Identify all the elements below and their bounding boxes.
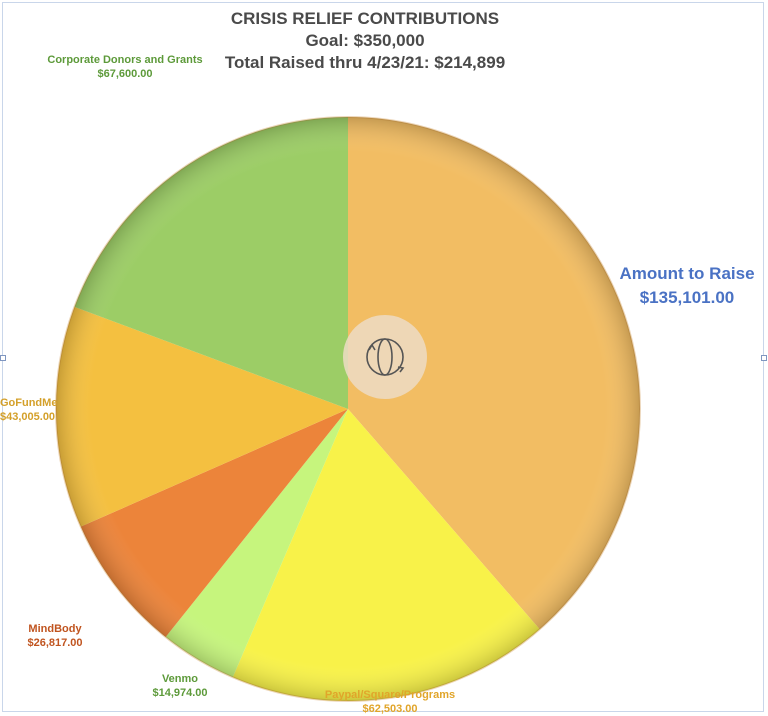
chart-title-block: CRISIS RELIEF CONTRIBUTIONS Goal: $350,0… [0, 8, 730, 74]
resize-handle-left[interactable] [0, 355, 6, 361]
data-label-name: Amount to Raise [619, 264, 755, 283]
chart-title: CRISIS RELIEF CONTRIBUTIONS [230, 9, 500, 28]
data-label-value: $26,817.00 [27, 637, 83, 649]
data-label-amount-to-raise: Amount to Raise $135,101.00 [612, 262, 762, 310]
data-label-gofundme: GoFundMe $43,005.00 [0, 396, 80, 424]
chart-total-raised: Total Raised thru 4/23/21: $214,899 [224, 53, 506, 72]
pie-slices [55, 116, 641, 702]
resize-handle-right[interactable] [761, 355, 767, 361]
data-label-value: $43,005.00 [0, 411, 56, 423]
data-label-value: $135,101.00 [639, 288, 735, 307]
data-label-name: MindBody [28, 623, 82, 635]
rotate-handle-icon[interactable] [343, 315, 427, 399]
data-label-corporate-donors-and-grants: Corporate Donors and Grants $67,600.00 [30, 53, 220, 81]
data-label-name: Paypal/Square/Programs [324, 689, 456, 701]
data-label-name: Corporate Donors and Grants [47, 54, 203, 66]
data-label-paypal-square-programs: Paypal/Square/Programs $62,503.00 [300, 688, 480, 716]
data-label-value: $14,974.00 [152, 687, 208, 699]
data-label-venmo: Venmo $14,974.00 [130, 672, 230, 700]
data-label-value: $67,600.00 [97, 68, 153, 80]
chart-goal: Goal: $350,000 [305, 31, 425, 50]
data-label-mindbody: MindBody $26,817.00 [0, 622, 110, 650]
data-label-name: GoFundMe [0, 397, 58, 409]
data-label-name: Venmo [161, 673, 199, 685]
data-label-value: $62,503.00 [362, 703, 418, 715]
